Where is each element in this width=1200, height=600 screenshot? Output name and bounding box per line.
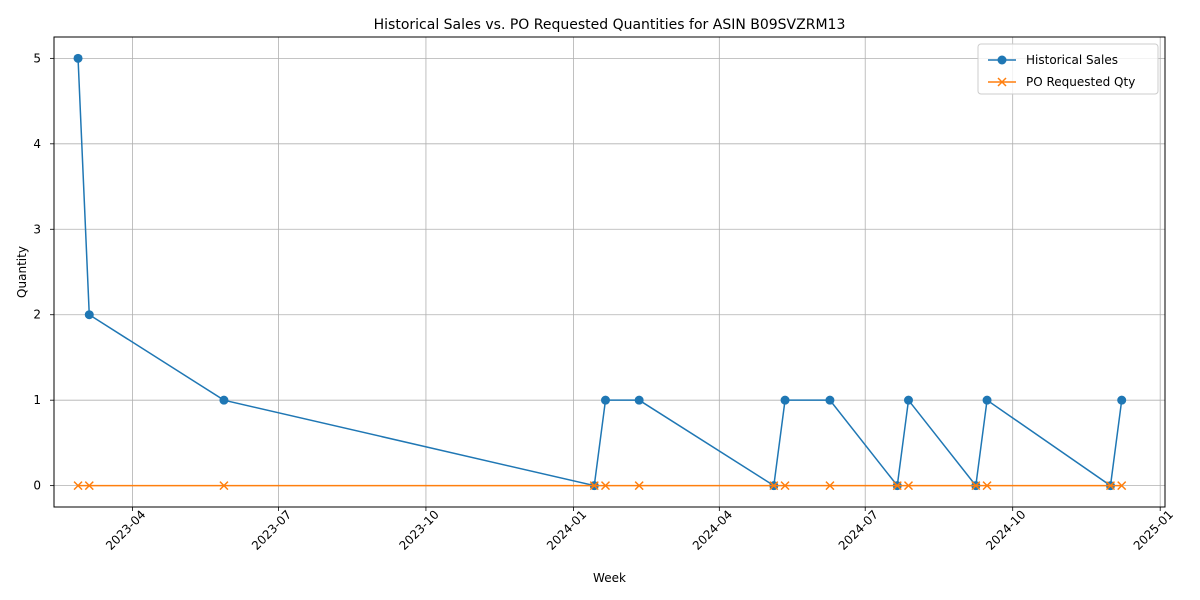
- data-point: [219, 395, 229, 405]
- data-point: [982, 395, 992, 405]
- data-point: [769, 481, 779, 491]
- y-tick-label: 5: [33, 51, 41, 65]
- legend: Historical Sales PO Requested Qty: [977, 43, 1159, 95]
- data-point: [997, 77, 1007, 87]
- data-point: [73, 53, 83, 63]
- y-tick-label: 3: [33, 222, 41, 236]
- data-point: [1117, 395, 1127, 405]
- data-point: [892, 481, 902, 491]
- data-point: [1105, 481, 1116, 491]
- y-axis-label: Quantity: [15, 246, 29, 298]
- data-point: [219, 481, 229, 491]
- data-point: [982, 481, 992, 491]
- x-axis-label: Week: [593, 571, 626, 585]
- data-point: [825, 395, 835, 405]
- data-point: [780, 481, 790, 491]
- y-tick-label: 4: [33, 137, 41, 151]
- series-layer: [73, 53, 1127, 491]
- data-point: [780, 395, 790, 405]
- chart-title: Historical Sales vs. PO Requested Quanti…: [374, 17, 846, 33]
- data-point: [971, 481, 981, 491]
- data-point: [634, 395, 644, 405]
- data-point: [84, 481, 94, 491]
- y-tick-label: 1: [33, 393, 41, 407]
- plot-frame: [53, 36, 1166, 508]
- data-point: [600, 395, 610, 405]
- data-point: [73, 481, 83, 491]
- data-point: [903, 481, 914, 491]
- data-point: [634, 481, 644, 491]
- legend-label: PO Requested Qty: [1026, 75, 1135, 89]
- y-tick-label: 2: [33, 308, 41, 322]
- legend-label: Historical Sales: [1026, 53, 1118, 67]
- y-tick-label: 0: [33, 479, 41, 493]
- legend-frame: [977, 43, 1159, 95]
- data-point: [903, 395, 913, 405]
- data-point: [600, 481, 611, 491]
- data-point: [997, 55, 1007, 65]
- data-point: [1117, 481, 1127, 491]
- data-point: [825, 481, 835, 491]
- series-po-requested-qty: [73, 481, 1127, 491]
- data-point: [589, 481, 599, 491]
- data-point: [84, 310, 94, 320]
